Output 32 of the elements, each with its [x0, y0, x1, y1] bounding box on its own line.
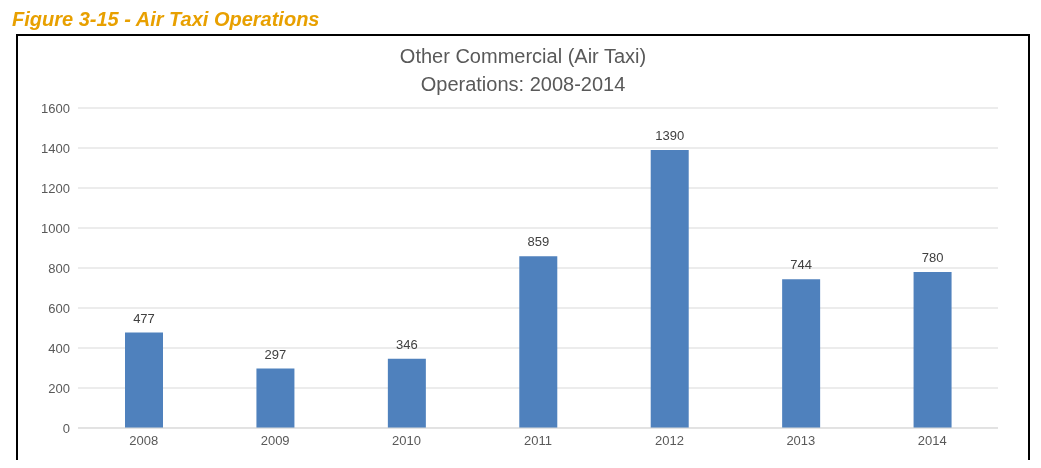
y-tick-label: 200 — [48, 380, 70, 396]
y-tick-label: 400 — [48, 340, 70, 356]
x-tick-label: 2012 — [654, 433, 684, 449]
x-tick-label: 2010 — [392, 433, 422, 449]
caption: Figure 3-15 - Air Taxi Operations — [11, 8, 321, 30]
y-tick-label: 0 — [62, 420, 70, 436]
bar — [650, 150, 689, 428]
y-tick-label: 1400 — [41, 140, 70, 156]
y-tick-label: 800 — [48, 260, 70, 276]
y-tick-label: 1600 — [41, 100, 70, 116]
data-label: 780 — [921, 250, 944, 265]
bar — [256, 368, 295, 428]
chart-title: Other Commercial (Air Taxi) Operations: 2008-2014 — [398, 44, 648, 97]
x-tick-label: 2014 — [917, 433, 947, 449]
x-tick-label: 2008 — [129, 433, 159, 449]
y-tick-label: 1200 — [41, 180, 70, 196]
y-tick-label: 600 — [48, 300, 70, 316]
data-label: 859 — [527, 234, 550, 250]
bar — [387, 358, 426, 428]
bar — [519, 256, 558, 428]
bar — [125, 332, 163, 428]
data-label: 744 — [790, 257, 812, 273]
y-tick-label: 1000 — [41, 220, 70, 236]
x-tick-label: 2013 — [786, 433, 816, 449]
data-label: 1390 — [655, 128, 685, 143]
data-label: 477 — [133, 310, 155, 326]
x-tick-label: 2011 — [524, 433, 552, 449]
x-tick-label: 2009 — [260, 433, 290, 449]
bar — [782, 279, 821, 428]
data-label: 297 — [264, 346, 287, 362]
data-label: 346 — [396, 336, 418, 352]
bar — [913, 272, 952, 428]
